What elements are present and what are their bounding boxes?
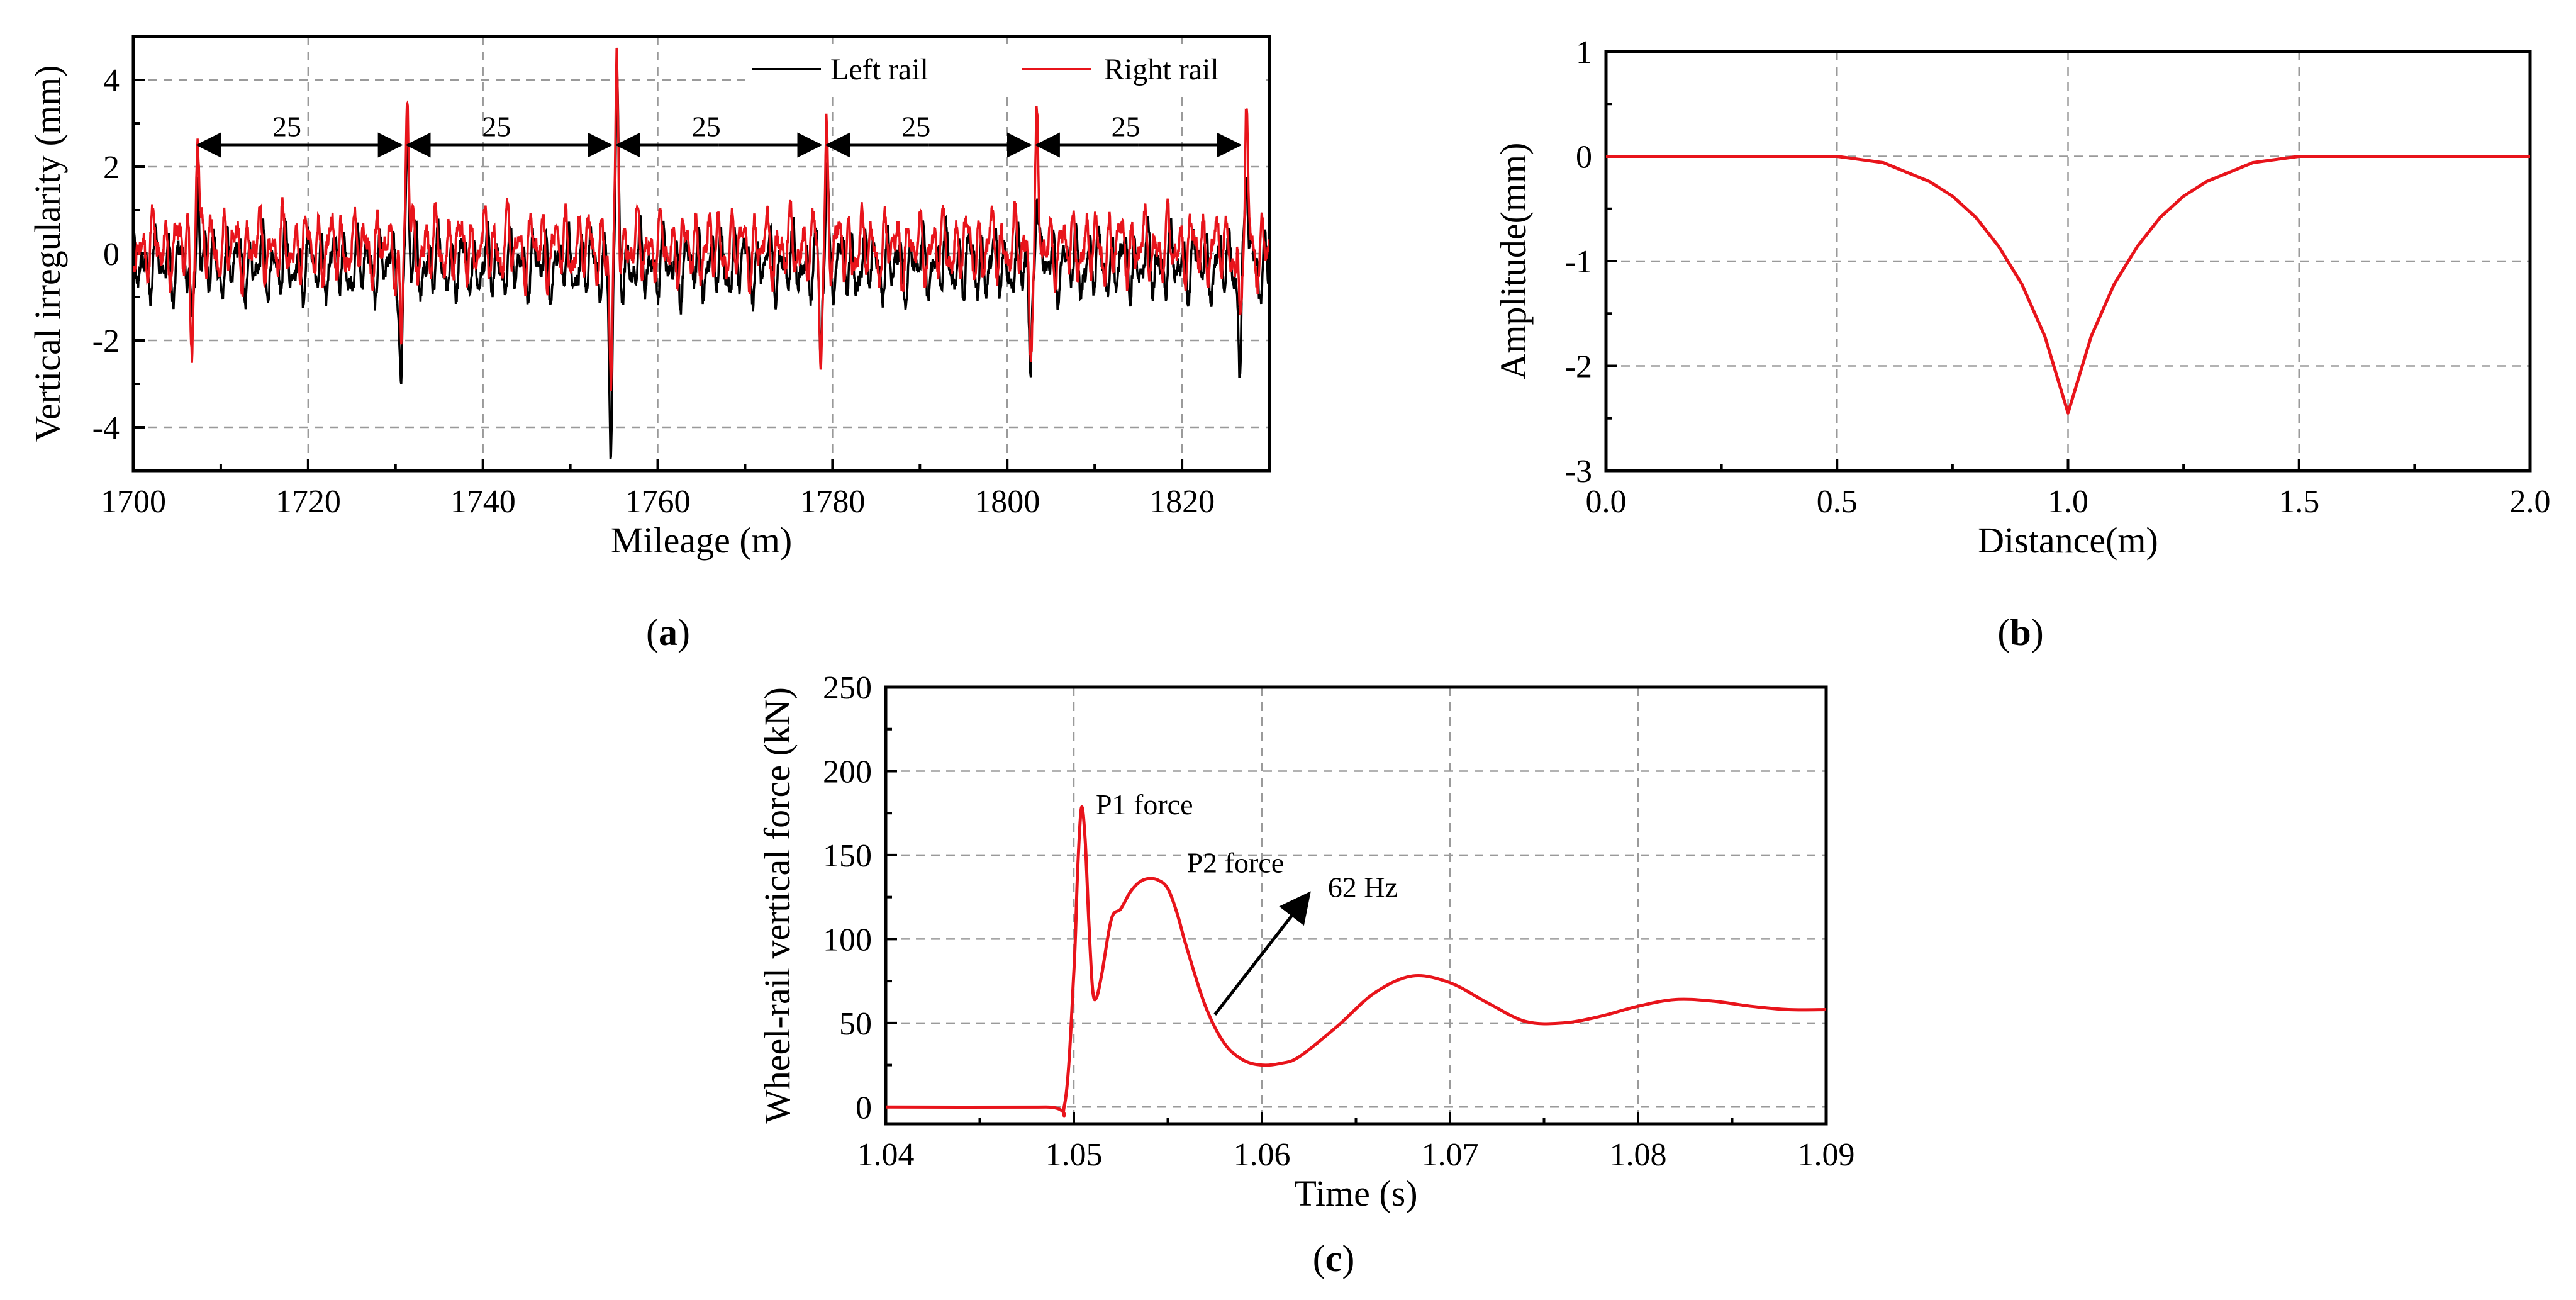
- x-axis-label-a: Mileage (m): [611, 520, 792, 561]
- panel-label-c: (c): [1313, 1238, 1355, 1279]
- ytick-label-a-4: 4: [103, 63, 120, 99]
- spacing-label-2: 25: [692, 111, 721, 143]
- xtick-label-c-1: 1.05: [1045, 1137, 1103, 1173]
- legend-label-left-rail: Left rail: [830, 53, 928, 86]
- series-line-force: [885, 805, 1827, 1118]
- series-line-irregularity: [1606, 155, 2530, 415]
- spacing-label-1: 25: [482, 111, 511, 143]
- y-axis-label-b: Amplitude(mm): [1493, 143, 1534, 380]
- panel-label-b: (b): [1997, 612, 2043, 653]
- ytick-label-b-3: 0: [1576, 140, 1592, 176]
- ytick-label-c-5: 250: [823, 670, 872, 706]
- xtick-label-c-3: 1.07: [1422, 1137, 1479, 1173]
- ytick-label-b-2: -1: [1565, 244, 1592, 280]
- ytick-label-a-2: 0: [103, 237, 120, 272]
- ytick-label-b-0: -3: [1565, 454, 1592, 490]
- xtick-label-c-5: 1.09: [1798, 1137, 1855, 1173]
- series-line-right-rail: [133, 47, 1269, 391]
- xtick-label-a-3: 1760: [625, 484, 691, 520]
- chart-panel-b: 0.0 0.5 1.0 1.5 2.0 -3 -2 -1 0 1 Distance(m) Amplit…: [1493, 35, 2551, 653]
- plot-frame-a: [131, 35, 1271, 473]
- series-group-a: [133, 47, 1269, 459]
- x-axis-label-c: Time (s): [1294, 1173, 1417, 1214]
- xtick-label-a-4: 1780: [800, 484, 865, 520]
- xtick-label-a-5: 1800: [974, 484, 1040, 520]
- legend-label-right-rail: Right rail: [1104, 53, 1219, 86]
- ytick-label-c-1: 50: [839, 1006, 872, 1042]
- xtick-label-b-0: 0.0: [1586, 484, 1627, 520]
- ytick-label-c-2: 100: [823, 922, 872, 958]
- annotation-arrow-62hz: [1213, 891, 1311, 1016]
- ytick-label-a-1: -2: [92, 323, 120, 359]
- chart-panel-a: 1700 1720 1740 1760 1780 1800 1820 -4 -2 0 2 4 Milea…: [27, 35, 1271, 653]
- spacing-label-0: 25: [272, 111, 301, 143]
- spacing-annotation-2: 25: [615, 111, 823, 158]
- y-axis-label-c: Wheel-rail vertical force (kN): [757, 687, 798, 1124]
- plot-frame-b: [1604, 50, 2532, 473]
- ytick-label-a-0: -4: [92, 410, 120, 446]
- spacing-annotation-0: 25: [196, 111, 403, 158]
- xtick-label-b-2: 1.0: [2048, 484, 2088, 520]
- spacing-annotation-1: 25: [405, 111, 613, 158]
- spacing-label-4: 25: [1112, 111, 1140, 143]
- annotation-p1-force: P1 force: [1096, 788, 1193, 821]
- annotation-62hz: 62 Hz: [1328, 871, 1398, 903]
- xtick-label-a-6: 1820: [1149, 484, 1215, 520]
- spacing-label-3: 25: [901, 111, 930, 143]
- y-axis-label-a: Vertical irregularity (mm): [27, 65, 68, 442]
- xtick-label-a-0: 1700: [101, 484, 166, 520]
- ytick-label-a-3: 2: [103, 150, 120, 186]
- xtick-label-b-1: 0.5: [1817, 484, 1858, 520]
- x-axis-label-b: Distance(m): [1978, 520, 2158, 561]
- xtick-label-a-2: 1740: [450, 484, 516, 520]
- annotation-p2-force: P2 force: [1187, 846, 1285, 878]
- xtick-label-a-1: 1720: [276, 484, 341, 520]
- spacing-annotation-3: 25: [825, 111, 1032, 158]
- spacing-annotation-4: 25: [1034, 111, 1242, 158]
- plot-frame-c: [884, 685, 1828, 1126]
- xtick-label-c-4: 1.08: [1610, 1137, 1667, 1173]
- legend-a: Left rail Right rail: [745, 44, 1261, 94]
- ytick-label-c-3: 150: [823, 838, 872, 874]
- ytick-label-c-4: 200: [823, 754, 872, 790]
- xtick-label-b-4: 2.0: [2510, 484, 2551, 520]
- xtick-label-c-2: 1.06: [1234, 1137, 1291, 1173]
- ytick-label-b-4: 1: [1576, 35, 1592, 70]
- ytick-label-c-0: 0: [856, 1090, 872, 1126]
- xtick-label-b-3: 1.5: [2278, 484, 2319, 520]
- ytick-label-b-1: -2: [1565, 349, 1592, 385]
- legend-background-a: [745, 44, 1261, 94]
- panel-label-a: (a): [646, 612, 690, 653]
- xtick-label-c-0: 1.04: [857, 1137, 915, 1173]
- chart-panel-c: 1.04 1.05 1.06 1.07 1.08 1.09 0 50 100 150 200 250 T…: [757, 670, 1855, 1279]
